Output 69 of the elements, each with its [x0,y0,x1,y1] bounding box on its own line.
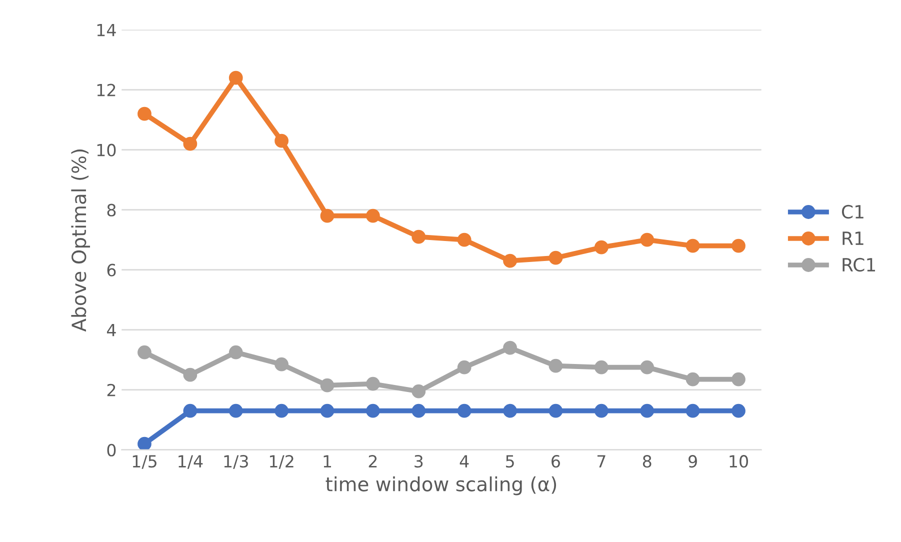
point [366,208,380,223]
point [320,378,334,392]
x-tick-label: 5 [506,455,514,468]
legend-label: R1 [842,232,864,245]
point [412,230,426,244]
point [320,208,334,223]
point [138,345,152,360]
y-tick-label: 12 [97,84,116,96]
point [594,404,608,418]
x-axis-title: time window scaling (α) [326,476,556,496]
point [548,358,563,373]
point [412,384,426,398]
point [366,376,380,391]
point [320,404,334,418]
x-tick-label: 9 [688,455,697,468]
point [228,404,243,418]
point [138,436,152,450]
point [228,345,243,360]
point [366,404,380,418]
legend-label: RC1 [842,258,876,272]
point [183,368,198,382]
point [732,238,746,253]
y-tick-label: 8 [107,204,116,216]
point [686,372,700,386]
point [640,360,654,374]
y-tick-label: 0 [107,444,116,456]
point [686,404,700,418]
point [594,240,608,254]
y-tick-label: 14 [97,24,116,36]
y-tick-label: 2 [107,384,116,396]
x-tick-label: 2 [368,455,377,468]
y-tick-label: 10 [97,144,116,156]
y-tick-label: 6 [107,264,116,276]
point [640,404,654,418]
point [138,106,152,121]
x-tick-label: 8 [642,455,652,468]
x-tick-label: 3 [414,455,423,468]
point [183,404,198,418]
x-tick-label: 10 [730,455,748,468]
x-tick-label: 7 [597,455,606,468]
point [274,404,289,418]
point [594,360,608,374]
point [686,238,700,253]
point [457,360,472,374]
point [412,404,426,418]
x-tick-label: 4 [460,455,469,468]
point [503,254,517,268]
point [183,136,198,151]
point [457,232,472,247]
x-tick-label: 6 [552,455,560,468]
point [274,357,289,372]
point [548,404,563,418]
x-tick-label: 1/2 [270,455,294,469]
point [228,70,243,85]
y-tick-label: 4 [106,324,116,336]
point [640,232,654,247]
point [548,250,563,265]
point [274,134,289,148]
x-tick-label: 1 [324,455,332,468]
point [503,404,517,418]
point [457,404,472,418]
point [732,404,746,418]
x-tick-label: 1/4 [178,455,203,469]
x-tick-label: 1/3 [224,455,248,469]
legend-label: C1 [842,204,864,219]
y-axis-title: Above Optimal (%) [71,150,90,332]
x-tick-label: 1/5 [132,455,156,469]
point [503,340,517,355]
point [732,372,746,386]
